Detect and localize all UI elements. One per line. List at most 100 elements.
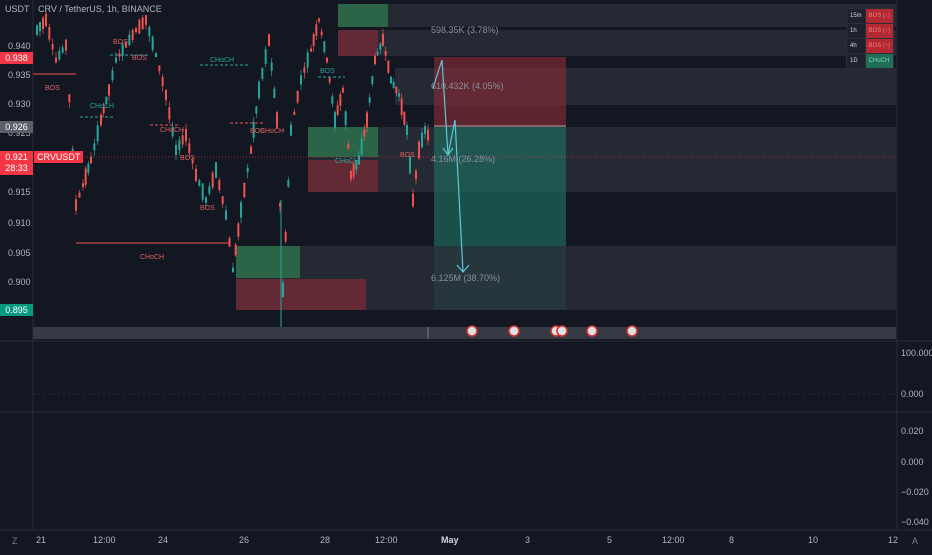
candle-body: [58, 50, 61, 60]
event-flag-icon[interactable]: [466, 325, 478, 337]
event-flag-icon[interactable]: [508, 325, 520, 337]
candle-body: [384, 50, 387, 56]
price-tick: 0.915: [8, 187, 31, 197]
candle-body: [96, 125, 99, 142]
price-axis[interactable]: 0.940 0.935 0.930 0.925 0.915 0.910 0.90…: [8, 41, 31, 287]
candle-body: [51, 43, 54, 50]
price-tag-level: 0.926: [0, 121, 33, 133]
candle-body: [336, 105, 339, 115]
macd-tick: −0.020: [901, 487, 929, 497]
candle-body: [225, 210, 227, 220]
structure-label: CHoCH: [140, 254, 164, 261]
symbol-title[interactable]: CRV / TetherUS, 1h, BINANCE: [38, 4, 162, 14]
time-axis[interactable]: 21 12:00 24 26 28 12:00 May 3 5 12:00 8 …: [36, 535, 898, 545]
candle-body: [121, 43, 124, 57]
structure-label: BOS: [45, 85, 60, 92]
candle-body: [279, 203, 281, 207]
time-tick: 21: [36, 535, 46, 545]
candle-body: [221, 196, 224, 204]
candle-body: [135, 28, 137, 32]
candle-body: [268, 34, 270, 46]
price-tag-high: 0.938: [0, 52, 33, 64]
structure-label: BOS: [180, 155, 195, 162]
candle-body: [111, 70, 114, 80]
zone-bull: [236, 246, 300, 278]
table-row: 1D CHoCH: [846, 53, 895, 69]
candle-body: [115, 57, 117, 63]
event-flag-icon[interactable]: [556, 325, 568, 337]
zone-bull: [308, 127, 378, 157]
zone-bull: [338, 4, 388, 27]
candle-body: [188, 143, 191, 154]
event-flag-icon[interactable]: [626, 325, 638, 337]
candle-body: [400, 98, 403, 115]
macd-tick: −0.040: [901, 517, 929, 527]
candle-body: [315, 24, 318, 36]
candle-body: [36, 25, 38, 35]
candle-body: [45, 13, 47, 27]
time-tick: 24: [158, 535, 168, 545]
event-markers[interactable]: [466, 325, 638, 337]
zone-bear: [434, 57, 566, 127]
candle-body: [246, 167, 249, 173]
candlestick-series: [36, 10, 429, 339]
candle-body: [181, 135, 184, 145]
status-cell: BOS (↑): [864, 23, 895, 39]
macd-tick: 0.000: [901, 457, 924, 467]
timeframe-cell: 1h: [846, 23, 866, 39]
candle-body: [418, 141, 420, 159]
structure-label: CHoCH: [260, 128, 284, 135]
candle-body: [258, 81, 260, 99]
candle-body: [232, 267, 234, 273]
candle-body: [65, 39, 67, 51]
candle-body: [48, 27, 51, 40]
candle-body: [382, 34, 384, 46]
price-tick: 0.910: [8, 218, 31, 228]
time-tick: 3: [525, 535, 530, 545]
zone-label-1: 598.35K (3.78%): [431, 25, 499, 35]
candle-body: [323, 41, 326, 52]
candle-body: [376, 51, 379, 55]
candle-body: [427, 129, 429, 141]
event-flag-icon[interactable]: [586, 325, 598, 337]
structure-label: CHoCH: [210, 57, 234, 64]
zone-box: [338, 4, 896, 27]
auto-scale-button[interactable]: A: [912, 536, 919, 546]
candle-body: [339, 94, 342, 106]
candle-body: [312, 34, 315, 46]
candle-body: [100, 114, 102, 126]
candle-body: [293, 111, 296, 115]
time-tick: 12:00: [375, 535, 398, 545]
candle-body: [300, 75, 302, 85]
time-tick: 12:00: [662, 535, 685, 545]
candle-body: [93, 143, 96, 151]
timeframe-cell: 15m: [846, 8, 866, 24]
zoom-button[interactable]: Z: [12, 536, 18, 546]
symbol-price-tag: CRVUSDT: [34, 151, 84, 163]
candle-body: [379, 43, 382, 50]
bar-countdown: 28:33: [5, 163, 28, 173]
candle-body: [211, 172, 214, 188]
price-tag-current: 0.921 28:33: [0, 151, 33, 175]
candle-body: [141, 17, 144, 30]
candle-body: [403, 111, 406, 125]
table-row: 1h BOS (↑): [846, 23, 895, 39]
macd-tick: 0.020: [901, 426, 924, 436]
candle-body: [344, 111, 347, 126]
candle-body: [350, 170, 352, 180]
candle-body: [165, 89, 167, 101]
candle-body: [360, 138, 363, 155]
time-tick: May: [441, 535, 459, 545]
candle-body: [398, 93, 400, 97]
candle-body: [415, 170, 417, 180]
candle-body: [318, 18, 320, 22]
price-tag-low: 0.895: [0, 304, 33, 316]
time-tick: 28: [320, 535, 330, 545]
structure-label: BOS: [250, 128, 265, 135]
candle-body: [78, 192, 81, 198]
candle-body: [118, 53, 121, 57]
candle-body: [82, 183, 84, 187]
candle-body: [326, 57, 328, 63]
